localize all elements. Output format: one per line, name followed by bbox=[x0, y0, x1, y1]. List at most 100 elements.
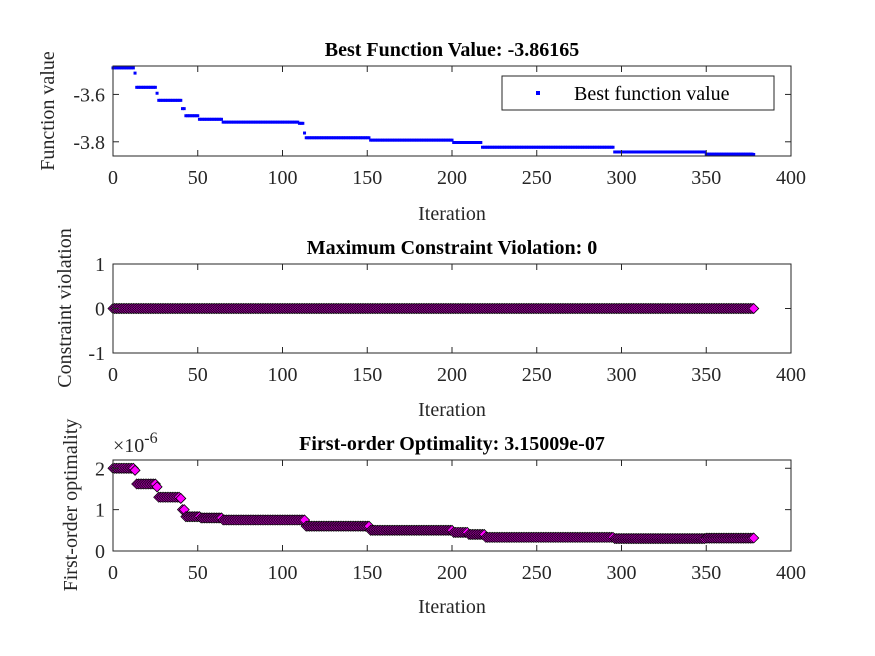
data-point bbox=[121, 66, 125, 70]
data-point bbox=[653, 150, 657, 154]
data-point bbox=[213, 117, 217, 121]
data-point bbox=[347, 136, 351, 140]
data-point bbox=[421, 138, 425, 142]
data-point bbox=[643, 150, 647, 154]
data-point bbox=[119, 66, 123, 70]
data-point bbox=[287, 120, 291, 124]
data-point bbox=[223, 120, 227, 124]
data-point bbox=[570, 145, 574, 149]
data-point bbox=[286, 120, 290, 124]
data-point bbox=[203, 117, 207, 121]
data-point bbox=[338, 136, 342, 140]
x-tick-label: 100 bbox=[268, 562, 298, 584]
data-point bbox=[182, 107, 186, 111]
data-point bbox=[143, 85, 147, 89]
data-point bbox=[547, 145, 551, 149]
x-tick-label: 200 bbox=[437, 167, 467, 189]
data-point bbox=[455, 141, 459, 144]
data-point bbox=[721, 152, 725, 156]
data-point bbox=[506, 145, 510, 149]
data-point bbox=[258, 120, 262, 124]
x-tick-label: 150 bbox=[352, 364, 382, 386]
data-point bbox=[175, 492, 187, 505]
data-point bbox=[311, 136, 315, 140]
data-point bbox=[387, 138, 391, 142]
data-point bbox=[540, 145, 544, 149]
data-point bbox=[499, 145, 503, 149]
panel-1-title: Best Function Value: -3.86165 bbox=[325, 39, 579, 61]
data-point bbox=[425, 138, 429, 142]
data-point bbox=[682, 150, 686, 154]
x-tick-label: 400 bbox=[776, 167, 806, 189]
data-point bbox=[664, 150, 668, 154]
data-point bbox=[245, 120, 249, 124]
data-point bbox=[243, 120, 247, 124]
data-point bbox=[489, 145, 493, 149]
data-point bbox=[192, 114, 196, 118]
data-point bbox=[299, 121, 303, 125]
data-point bbox=[340, 136, 344, 140]
data-point bbox=[219, 117, 223, 121]
data-point bbox=[740, 152, 744, 156]
data-point bbox=[720, 152, 724, 156]
panel-best-function-value: 0 50 100 150 200 250 300 350 400 -3.8 -3.6 Best Fu… bbox=[37, 39, 806, 225]
x-tick-label: 50 bbox=[188, 364, 208, 386]
data-point bbox=[426, 138, 430, 142]
data-point bbox=[723, 152, 727, 156]
data-point bbox=[218, 117, 222, 121]
data-point bbox=[442, 138, 446, 142]
data-point bbox=[392, 138, 396, 142]
data-point bbox=[206, 117, 210, 121]
panel-3-xlabel: Iteration bbox=[418, 596, 486, 618]
data-point bbox=[652, 150, 656, 154]
data-point bbox=[669, 150, 673, 154]
data-point bbox=[196, 114, 200, 118]
data-point bbox=[365, 136, 369, 140]
data-point bbox=[172, 98, 176, 102]
data-point bbox=[631, 150, 635, 154]
data-point bbox=[382, 138, 386, 142]
data-point bbox=[211, 117, 215, 121]
data-point bbox=[345, 136, 349, 140]
data-point bbox=[396, 138, 400, 142]
data-point bbox=[696, 150, 700, 154]
data-point bbox=[199, 117, 203, 121]
data-point bbox=[718, 152, 722, 156]
panel-2-ticks: 0 50 100 150 200 250 300 350 400-101 bbox=[88, 254, 806, 386]
data-point bbox=[292, 120, 296, 124]
data-point bbox=[628, 150, 632, 154]
data-point bbox=[564, 145, 568, 149]
data-point bbox=[655, 150, 659, 154]
panel-2-title: Maximum Constraint Violation: 0 bbox=[307, 237, 598, 259]
data-point bbox=[472, 141, 476, 144]
data-point bbox=[391, 138, 395, 142]
data-point bbox=[574, 145, 578, 149]
panel-2-xlabel: Iteration bbox=[418, 399, 486, 421]
data-point bbox=[482, 145, 486, 149]
panel-1-ylabel: Function value bbox=[37, 51, 59, 171]
panel-constraint-violation: 0 50 100 150 200 250 300 350 400-101 Maximum Con… bbox=[54, 228, 806, 421]
x-tick-label: 150 bbox=[352, 562, 382, 584]
data-point bbox=[625, 150, 629, 154]
data-point bbox=[684, 150, 688, 154]
data-point bbox=[133, 71, 137, 75]
data-point bbox=[730, 152, 734, 156]
data-point bbox=[136, 85, 140, 89]
x-tick-label: 150 bbox=[352, 167, 382, 189]
data-point bbox=[474, 141, 478, 144]
data-point bbox=[558, 145, 562, 149]
data-point bbox=[535, 145, 539, 149]
data-point bbox=[238, 120, 242, 124]
x-tick-label: 0 bbox=[108, 562, 118, 584]
data-point bbox=[221, 120, 225, 124]
data-point bbox=[692, 150, 696, 154]
data-point bbox=[158, 98, 162, 102]
x-tick-label: 100 bbox=[268, 167, 298, 189]
data-point bbox=[587, 145, 591, 149]
data-point bbox=[714, 152, 718, 156]
data-point bbox=[180, 107, 184, 111]
data-point bbox=[214, 117, 218, 121]
data-point bbox=[360, 136, 364, 140]
data-point bbox=[228, 120, 232, 124]
data-point bbox=[458, 141, 462, 144]
